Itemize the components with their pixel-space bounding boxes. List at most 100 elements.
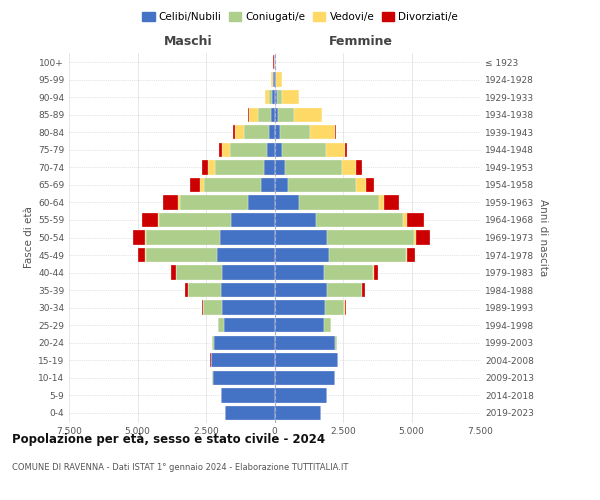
Bar	[265, 90, 269, 104]
Y-axis label: Fasce di età: Fasce di età	[24, 206, 34, 268]
Bar	[176, 266, 223, 280]
Bar	[366, 178, 374, 192]
Bar	[217, 248, 275, 262]
Bar	[275, 388, 326, 402]
Bar	[137, 248, 145, 262]
Bar	[374, 266, 378, 280]
Bar	[280, 125, 310, 140]
Bar	[158, 213, 160, 227]
Bar	[275, 318, 324, 332]
Bar	[274, 72, 275, 87]
Bar	[356, 178, 366, 192]
Bar	[264, 160, 275, 174]
Text: Femmine: Femmine	[329, 35, 393, 48]
Bar	[233, 125, 235, 140]
Bar	[277, 90, 282, 104]
Bar	[287, 178, 356, 192]
Bar	[221, 142, 230, 157]
Bar	[275, 370, 335, 385]
Bar	[248, 195, 275, 210]
Bar	[249, 108, 257, 122]
Bar	[407, 213, 424, 227]
Bar	[282, 90, 299, 104]
Bar	[379, 195, 384, 210]
Bar	[221, 388, 275, 402]
Bar	[282, 142, 326, 157]
Bar	[215, 160, 264, 174]
Bar	[230, 213, 275, 227]
Bar	[202, 160, 208, 174]
Bar	[345, 142, 347, 157]
Bar	[329, 248, 406, 262]
Bar	[203, 300, 223, 315]
Bar	[326, 230, 414, 244]
Bar	[271, 108, 275, 122]
Y-axis label: Anni di nascita: Anni di nascita	[538, 199, 548, 276]
Bar	[180, 195, 248, 210]
Bar	[272, 72, 274, 87]
Bar	[146, 248, 217, 262]
Bar	[344, 300, 346, 315]
Bar	[224, 318, 275, 332]
Bar	[214, 336, 275, 350]
Bar	[160, 213, 230, 227]
Bar	[275, 300, 325, 315]
Bar	[145, 230, 146, 244]
Bar	[356, 160, 362, 174]
Bar	[190, 178, 200, 192]
Bar	[211, 353, 275, 368]
Text: Maschi: Maschi	[164, 35, 212, 48]
Bar	[225, 406, 275, 420]
Bar	[343, 160, 356, 174]
Bar	[200, 178, 204, 192]
Bar	[262, 178, 275, 192]
Bar	[285, 160, 343, 174]
Bar	[275, 195, 299, 210]
Bar	[269, 125, 275, 140]
Bar	[362, 283, 365, 298]
Bar	[275, 55, 276, 70]
Bar	[221, 283, 275, 298]
Bar	[275, 230, 326, 244]
Bar	[324, 318, 331, 332]
Bar	[294, 108, 322, 122]
Bar	[416, 230, 430, 244]
Bar	[325, 300, 344, 315]
Bar	[407, 248, 415, 262]
Bar	[142, 213, 158, 227]
Bar	[146, 230, 220, 244]
Bar	[271, 72, 272, 87]
Bar	[275, 90, 277, 104]
Bar	[275, 353, 338, 368]
Bar	[223, 266, 275, 280]
Bar	[202, 300, 203, 315]
Bar	[275, 160, 285, 174]
Bar	[326, 283, 362, 298]
Bar	[275, 406, 321, 420]
Bar	[275, 108, 278, 122]
Bar	[310, 125, 335, 140]
Bar	[188, 283, 221, 298]
Bar	[133, 230, 145, 244]
Bar	[204, 178, 262, 192]
Bar	[213, 370, 275, 385]
Bar	[272, 90, 275, 104]
Bar	[235, 125, 244, 140]
Bar	[248, 108, 249, 122]
Bar	[299, 195, 379, 210]
Bar	[178, 195, 180, 210]
Bar	[212, 336, 214, 350]
Bar	[223, 300, 275, 315]
Bar	[414, 230, 416, 244]
Bar	[384, 195, 399, 210]
Text: COMUNE DI RAVENNA - Dati ISTAT 1° gennaio 2024 - Elaborazione TUTTITALIA.IT: COMUNE DI RAVENNA - Dati ISTAT 1° gennai…	[12, 462, 349, 471]
Bar	[244, 125, 269, 140]
Text: Popolazione per età, sesso e stato civile - 2024: Popolazione per età, sesso e stato civil…	[12, 432, 325, 446]
Bar	[335, 125, 336, 140]
Bar	[275, 125, 280, 140]
Bar	[230, 142, 267, 157]
Bar	[335, 336, 337, 350]
Bar	[218, 318, 224, 332]
Bar	[220, 230, 275, 244]
Bar	[185, 283, 188, 298]
